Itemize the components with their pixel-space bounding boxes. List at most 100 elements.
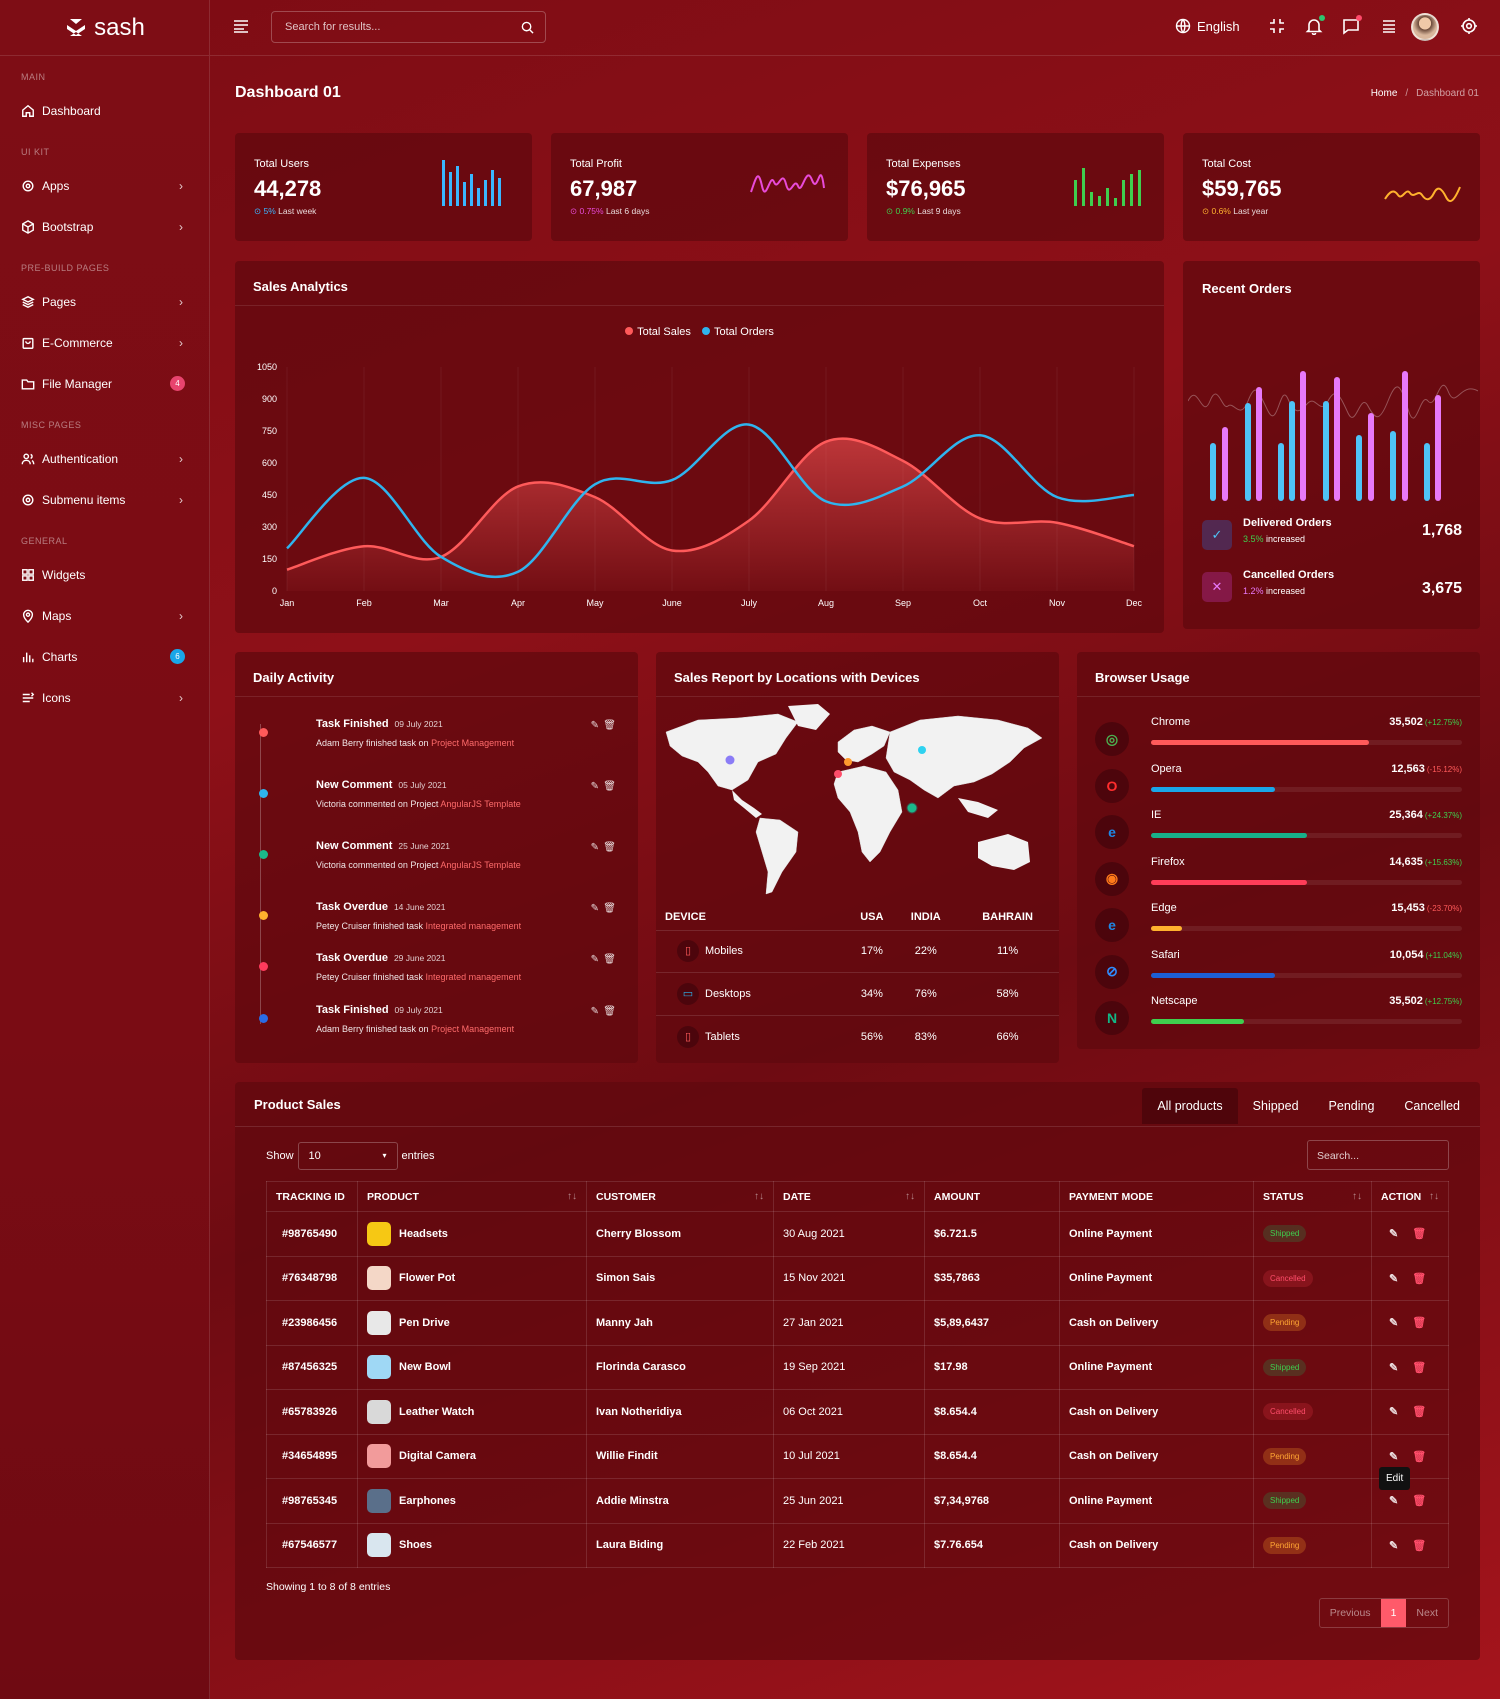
edit-icon[interactable]: ✎	[590, 1006, 599, 1017]
edit-icon[interactable]: ✎	[590, 720, 599, 731]
language-selector[interactable]: English	[1175, 18, 1240, 34]
trash-icon[interactable]: 🗑	[603, 954, 616, 965]
stat-label: Total Expenses	[886, 158, 961, 170]
activity-link[interactable]: Integrated management	[425, 921, 522, 931]
edit-icon[interactable]: ✎	[1389, 1406, 1399, 1419]
order-amount: $17.98	[924, 1344, 1060, 1390]
edit-icon[interactable]: ✎	[1389, 1272, 1399, 1285]
spark-bar	[1114, 198, 1117, 206]
col-tracking-id[interactable]: TRACKING ID	[266, 1181, 358, 1212]
sidebar-item-bootstrap[interactable]: Bootstrap ›	[0, 206, 209, 247]
sidebar-section-ui-kit: UI KIT	[21, 147, 50, 157]
sidebar-item-file-manager[interactable]: File Manager 4	[0, 363, 209, 404]
spark-bar	[491, 170, 494, 206]
order-date: 06 Oct 2021	[773, 1389, 925, 1435]
activity-link[interactable]: AngularJS Template	[440, 860, 521, 870]
avatar[interactable]	[1411, 13, 1439, 41]
tab-shipped[interactable]: Shipped	[1252, 1099, 1299, 1113]
sidebar-item-icons[interactable]: Icons ›	[0, 677, 209, 718]
edit-icon[interactable]: ✎	[1389, 1361, 1399, 1374]
edit-icon[interactable]: ✎	[1389, 1495, 1399, 1508]
fullscreen-icon[interactable]	[1268, 17, 1288, 37]
product-cell: Earphones	[357, 1478, 587, 1524]
col-customer[interactable]: CUSTOMER ↑↓	[586, 1181, 774, 1212]
edit-icon[interactable]: ✎	[1389, 1450, 1399, 1463]
activity-item: Task Overdue 29 June 2021 Petey Cruiser fi…	[254, 946, 620, 996]
sidebar-item-apps[interactable]: Apps ›	[0, 165, 209, 206]
trash-icon[interactable]: 🗑	[603, 781, 616, 792]
pagination-next[interactable]: Next	[1416, 1607, 1438, 1619]
tab-cancelled[interactable]: Cancelled	[1404, 1099, 1460, 1113]
order-bar	[1210, 443, 1216, 501]
edit-icon[interactable]: ✎	[590, 954, 599, 965]
logo[interactable]: sash	[0, 0, 209, 56]
col-date[interactable]: DATE ↑↓	[773, 1181, 925, 1212]
table-row: #67546577 Shoes Laura Biding 22 Feb 2021 $7.…	[266, 1522, 1449, 1568]
sidebar-item-pages[interactable]: Pages ›	[0, 281, 209, 322]
edit-icon[interactable]: ✎	[1389, 1228, 1399, 1241]
logo-text: sash	[94, 13, 145, 41]
sidebar-item-maps[interactable]: Maps ›	[0, 595, 209, 636]
trash-icon[interactable]: 🗑	[1412, 1228, 1427, 1241]
activity-item: New Comment 05 July 2021 Victoria commente…	[254, 773, 620, 823]
message-icon[interactable]	[1342, 15, 1362, 37]
browser-value: 35,502 (+12.75%)	[1389, 995, 1462, 1007]
map-marker-asia	[918, 746, 926, 754]
settings-gear-icon[interactable]	[1460, 17, 1480, 37]
tab-all-products[interactable]: All products	[1142, 1088, 1238, 1124]
col-amount[interactable]: AMOUNT	[924, 1181, 1060, 1212]
pagination-page-1[interactable]: 1	[1380, 1599, 1407, 1627]
tracking-id: #76348798	[266, 1255, 358, 1301]
search-input[interactable]: Search for results...	[271, 11, 546, 43]
trash-icon[interactable]: 🗑	[603, 720, 616, 731]
col-status[interactable]: STATUS ↑↓	[1253, 1181, 1372, 1212]
browser-progress-track	[1151, 926, 1462, 931]
customer-name: Ivan Notheridiya	[586, 1389, 774, 1435]
product-name: Leather Watch	[399, 1405, 475, 1418]
table-search-input[interactable]: Search...	[1307, 1140, 1449, 1170]
col-action[interactable]: ACTION ↑↓	[1371, 1181, 1449, 1212]
stat-label: Total Users	[254, 158, 310, 170]
sidebar-item-ecommerce[interactable]: E-Commerce ›	[0, 322, 209, 363]
col-payment-mode[interactable]: PAYMENT MODE	[1059, 1181, 1254, 1212]
trash-icon[interactable]: 🗑	[1412, 1361, 1427, 1374]
activity-link[interactable]: Project Management	[431, 738, 515, 748]
order-bar	[1424, 443, 1430, 501]
pagination-previous[interactable]: Previous	[1329, 1607, 1371, 1619]
activity-link[interactable]: Project Management	[431, 1024, 515, 1034]
sidebar-right-toggle-icon[interactable]	[1380, 17, 1400, 37]
activity-link[interactable]: AngularJS Template	[440, 799, 521, 809]
edit-icon[interactable]: ✎	[590, 781, 599, 792]
sidebar-item-dashboard[interactable]: Dashboard	[0, 90, 209, 131]
product-image	[367, 1444, 391, 1469]
edit-icon[interactable]: ✎	[590, 842, 599, 853]
edit-icon[interactable]: ✎	[1389, 1317, 1399, 1330]
trash-icon[interactable]: 🗑	[603, 842, 616, 853]
edit-icon[interactable]: ✎	[590, 903, 599, 914]
trash-icon[interactable]: 🗑	[603, 1006, 616, 1017]
breadcrumb: Home / Dashboard 01	[1371, 88, 1479, 99]
sidebar-item-authentication[interactable]: Authentication ›	[0, 438, 209, 479]
activity-link[interactable]: Integrated management	[425, 972, 522, 982]
chevron-right-icon: ›	[179, 690, 183, 705]
sidebar-item-charts[interactable]: Charts 6	[0, 636, 209, 677]
trash-icon[interactable]: 🗑	[603, 903, 616, 914]
entries-select[interactable]: 10 ▾	[297, 1142, 398, 1170]
x-tick-label: Oct	[973, 598, 988, 608]
sidebar-item-submenu[interactable]: Submenu items ›	[0, 479, 209, 520]
trash-icon[interactable]: 🗑	[1412, 1539, 1427, 1552]
edit-icon[interactable]: ✎	[1389, 1539, 1399, 1552]
breadcrumb-home[interactable]: Home	[1370, 88, 1398, 99]
order-date: 30 Aug 2021	[773, 1211, 925, 1257]
trash-icon[interactable]: 🗑	[1412, 1272, 1427, 1285]
status-cell: Shipped	[1253, 1211, 1372, 1257]
trash-icon[interactable]: 🗑	[1412, 1450, 1427, 1463]
menu-toggle-icon[interactable]	[232, 17, 252, 37]
sidebar-item-widgets[interactable]: Widgets	[0, 554, 209, 595]
trash-icon[interactable]: 🗑	[1412, 1406, 1427, 1419]
trash-icon[interactable]: 🗑	[1412, 1317, 1427, 1330]
bell-icon[interactable]	[1305, 15, 1325, 37]
col-product[interactable]: PRODUCT ↑↓	[357, 1181, 587, 1212]
tab-pending[interactable]: Pending	[1328, 1099, 1375, 1113]
trash-icon[interactable]: 🗑	[1412, 1495, 1427, 1508]
